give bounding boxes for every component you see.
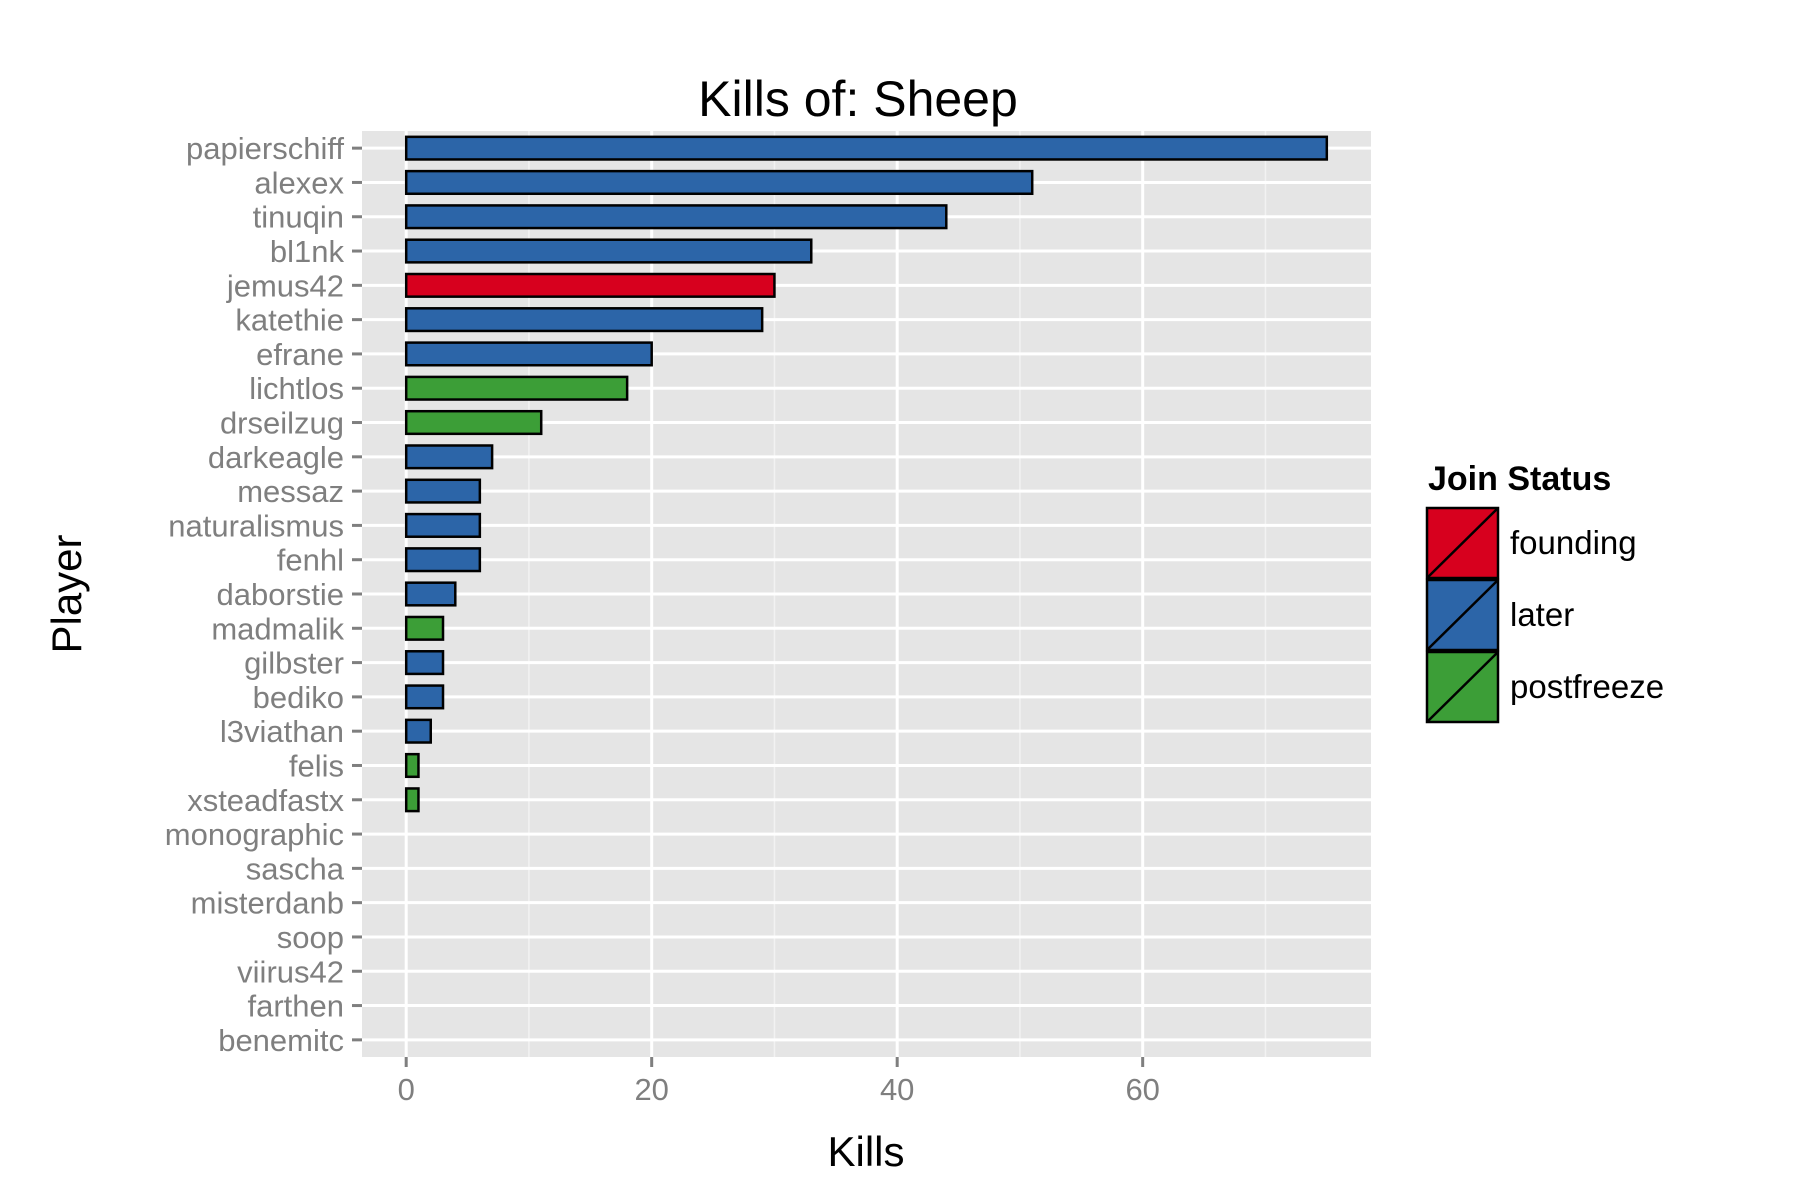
legend-key-slash xyxy=(1426,651,1499,723)
bar xyxy=(404,444,494,470)
y-tick-label: alexex xyxy=(254,165,344,200)
y-tick-label: bl1nk xyxy=(270,234,345,269)
x-tick-label: 20 xyxy=(634,1072,668,1107)
bar xyxy=(404,752,420,779)
legend-label: later xyxy=(1510,596,1574,633)
y-tick-label: drseilzug xyxy=(220,406,344,441)
x-tick-label: 40 xyxy=(880,1072,914,1107)
bar xyxy=(404,307,764,333)
bar xyxy=(404,204,948,230)
y-tick-label: jemus42 xyxy=(226,268,344,303)
legend-key-slash xyxy=(1426,507,1499,579)
y-tick-label: papierschiff xyxy=(186,131,344,166)
y-tick-label: madmalik xyxy=(211,611,344,646)
bar xyxy=(404,341,653,367)
x-tick-label: 60 xyxy=(1125,1072,1159,1107)
bar xyxy=(404,272,776,298)
x-tick-label: 0 xyxy=(398,1072,415,1107)
bar xyxy=(404,684,445,710)
bars xyxy=(404,135,1329,813)
y-tick-label: naturalismus xyxy=(168,508,344,543)
chart-title: Kills of: Sheep xyxy=(698,71,1018,127)
y-tick-label: gilbster xyxy=(244,646,344,681)
legend-label: founding xyxy=(1510,524,1637,561)
bar xyxy=(404,512,482,538)
y-tick-label: felis xyxy=(289,748,344,783)
bar xyxy=(404,169,1034,196)
bar xyxy=(404,787,420,813)
legend: Join Status founding later postfreeze xyxy=(1425,460,1664,724)
y-tick-label: fenhl xyxy=(277,543,344,578)
y-axis: papierschiffalexextinuqinbl1nkjemus42kat… xyxy=(165,131,362,1058)
y-tick-label: katethie xyxy=(235,303,344,338)
legend-key-slash xyxy=(1426,579,1499,651)
y-tick-label: messaz xyxy=(237,474,344,509)
bar xyxy=(404,718,432,744)
bar xyxy=(404,547,482,573)
y-tick-label: l3viathan xyxy=(220,714,344,749)
y-tick-label: soop xyxy=(277,920,344,955)
y-tick-label: benemitc xyxy=(218,1023,344,1058)
bar xyxy=(404,615,445,641)
x-axis-title: Kills xyxy=(827,1128,904,1175)
y-tick-label: darkeagle xyxy=(208,440,344,475)
y-tick-label: viirus42 xyxy=(237,954,344,989)
y-tick-label: monographic xyxy=(165,817,344,852)
x-axis: 0 20 40 60 xyxy=(398,1057,1160,1107)
y-tick-label: sascha xyxy=(246,851,345,886)
legend-items: founding later postfreeze xyxy=(1425,506,1664,724)
legend-label: postfreeze xyxy=(1510,668,1664,705)
bar xyxy=(404,135,1329,161)
y-tick-label: daborstie xyxy=(216,577,344,612)
y-tick-label: misterdanb xyxy=(191,886,344,921)
bar xyxy=(404,238,813,264)
bar xyxy=(404,409,543,436)
y-tick-label: xsteadfastx xyxy=(187,783,344,818)
y-tick-label: lichtlos xyxy=(249,371,344,406)
legend-title: Join Status xyxy=(1428,460,1611,498)
bar xyxy=(404,375,629,401)
bar xyxy=(404,650,445,676)
bar xyxy=(404,478,482,504)
y-tick-label: efrane xyxy=(256,337,344,372)
y-tick-label: bediko xyxy=(253,680,344,715)
bar xyxy=(404,581,457,607)
y-tick-label: tinuqin xyxy=(253,200,344,235)
y-axis-title: Player xyxy=(43,534,90,653)
y-tick-label: farthen xyxy=(247,989,344,1024)
